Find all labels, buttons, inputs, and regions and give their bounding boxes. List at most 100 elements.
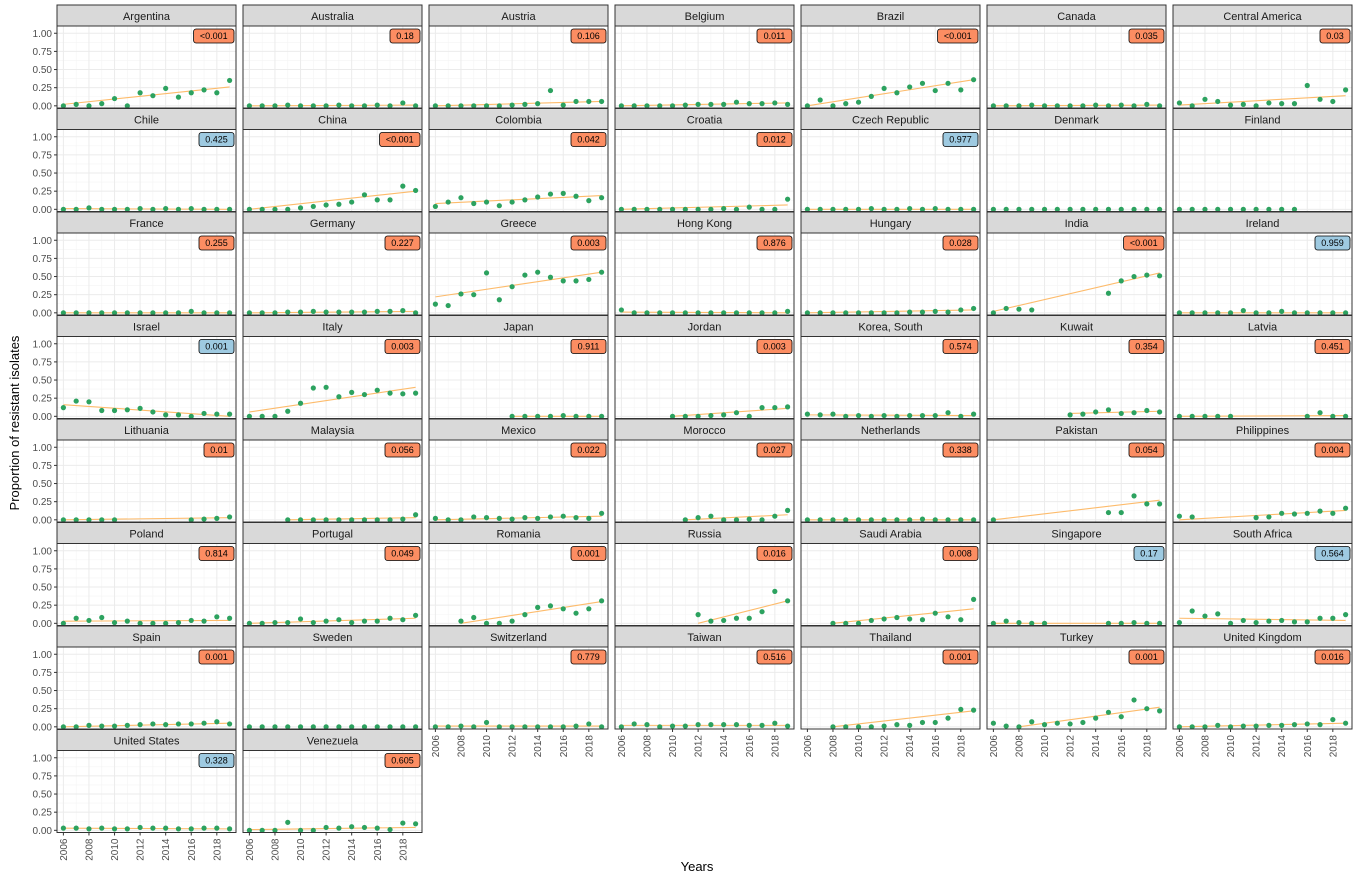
panel-background bbox=[243, 647, 422, 729]
data-point bbox=[1144, 206, 1150, 212]
data-point bbox=[349, 619, 355, 626]
data-point bbox=[285, 517, 291, 523]
data-point bbox=[682, 723, 688, 729]
data-point bbox=[201, 720, 207, 726]
data-point bbox=[855, 517, 862, 523]
data-point bbox=[361, 192, 368, 198]
data-point bbox=[746, 310, 752, 316]
data-point bbox=[1105, 407, 1112, 413]
data-point bbox=[1304, 82, 1310, 89]
data-point bbox=[1157, 273, 1163, 279]
data-point bbox=[522, 197, 528, 203]
data-point bbox=[1279, 308, 1285, 314]
p-value-badge bbox=[1128, 28, 1165, 44]
data-point bbox=[111, 723, 118, 729]
data-point bbox=[509, 724, 515, 730]
facet-title: Venezuela bbox=[307, 736, 359, 748]
data-point bbox=[599, 598, 605, 604]
data-point bbox=[746, 413, 752, 419]
data-point bbox=[1279, 101, 1285, 107]
data-point bbox=[1105, 709, 1112, 715]
data-point bbox=[560, 190, 566, 196]
data-point bbox=[60, 206, 66, 212]
p-value-badge bbox=[198, 753, 235, 768]
data-point bbox=[733, 99, 740, 105]
facet-panel: Austria 0.106 bbox=[428, 4, 609, 109]
p-value-label: <0.001 bbox=[944, 31, 972, 41]
data-point bbox=[374, 102, 380, 108]
data-point bbox=[855, 206, 862, 212]
data-point bbox=[932, 610, 938, 616]
data-point bbox=[163, 310, 169, 316]
data-point bbox=[1176, 100, 1182, 106]
p-value-badge bbox=[570, 442, 607, 458]
data-point bbox=[618, 724, 624, 730]
data-point bbox=[188, 517, 194, 523]
x-tick-label: 2010 bbox=[110, 838, 121, 861]
data-point bbox=[1266, 100, 1272, 106]
data-point bbox=[137, 620, 143, 626]
data-point bbox=[111, 310, 118, 316]
gridlines bbox=[1173, 543, 1352, 626]
data-point bbox=[868, 724, 874, 730]
data-point bbox=[1157, 103, 1163, 109]
data-point bbox=[400, 100, 406, 106]
data-point bbox=[618, 103, 624, 109]
data-point bbox=[323, 517, 329, 523]
data-point bbox=[86, 103, 92, 109]
data-point bbox=[188, 617, 194, 624]
data-point bbox=[733, 206, 740, 212]
x-tick-label: 2014 bbox=[905, 735, 916, 758]
data-point bbox=[785, 507, 791, 513]
data-point bbox=[573, 610, 579, 616]
data-point bbox=[990, 310, 996, 316]
data-point bbox=[1003, 305, 1009, 312]
panel-border bbox=[56, 750, 237, 833]
facet-title: Argentina bbox=[123, 11, 171, 23]
data-point bbox=[830, 724, 836, 730]
data-point bbox=[1266, 722, 1272, 728]
data-point bbox=[772, 405, 778, 411]
data-point bbox=[259, 724, 265, 730]
data-point bbox=[817, 97, 823, 103]
data-point bbox=[804, 411, 810, 417]
data-point bbox=[759, 609, 765, 615]
data-point bbox=[669, 310, 676, 316]
data-point bbox=[387, 103, 393, 109]
x-tick-label: 2014 bbox=[1277, 735, 1288, 758]
y-tick-label: 1.00 bbox=[33, 236, 53, 247]
x-tick-label: 2010 bbox=[854, 735, 865, 758]
data-point bbox=[297, 827, 304, 833]
data-point bbox=[1279, 206, 1285, 212]
data-point bbox=[188, 308, 194, 314]
data-point bbox=[1144, 501, 1150, 507]
data-point bbox=[785, 196, 791, 202]
data-point bbox=[137, 90, 143, 96]
facet-panel: Finland bbox=[1172, 108, 1353, 212]
facet-title: Taiwan bbox=[687, 632, 721, 644]
data-point bbox=[894, 310, 900, 316]
data-point bbox=[1189, 608, 1195, 614]
data-point bbox=[99, 407, 105, 414]
p-value-badge bbox=[1128, 649, 1165, 665]
data-point bbox=[1240, 206, 1246, 212]
data-point bbox=[310, 203, 316, 210]
data-point bbox=[535, 724, 541, 730]
data-point bbox=[522, 724, 528, 730]
x-tick-label: 2012 bbox=[880, 735, 891, 758]
data-point bbox=[1240, 101, 1246, 107]
facet-panel: Philippines 0.004 bbox=[1172, 418, 1353, 523]
data-point bbox=[374, 724, 380, 730]
data-point bbox=[1215, 98, 1221, 105]
data-point bbox=[1202, 310, 1208, 316]
data-point bbox=[310, 308, 316, 314]
data-point bbox=[547, 87, 554, 94]
facet-title: Japan bbox=[504, 322, 534, 334]
data-point bbox=[1176, 619, 1182, 626]
data-point bbox=[669, 206, 676, 212]
data-point bbox=[919, 80, 926, 86]
facet-title: Switzerland bbox=[490, 632, 547, 644]
p-value-badge bbox=[193, 28, 235, 44]
y-tick-label: 0.00 bbox=[33, 515, 53, 526]
data-point bbox=[124, 407, 130, 413]
